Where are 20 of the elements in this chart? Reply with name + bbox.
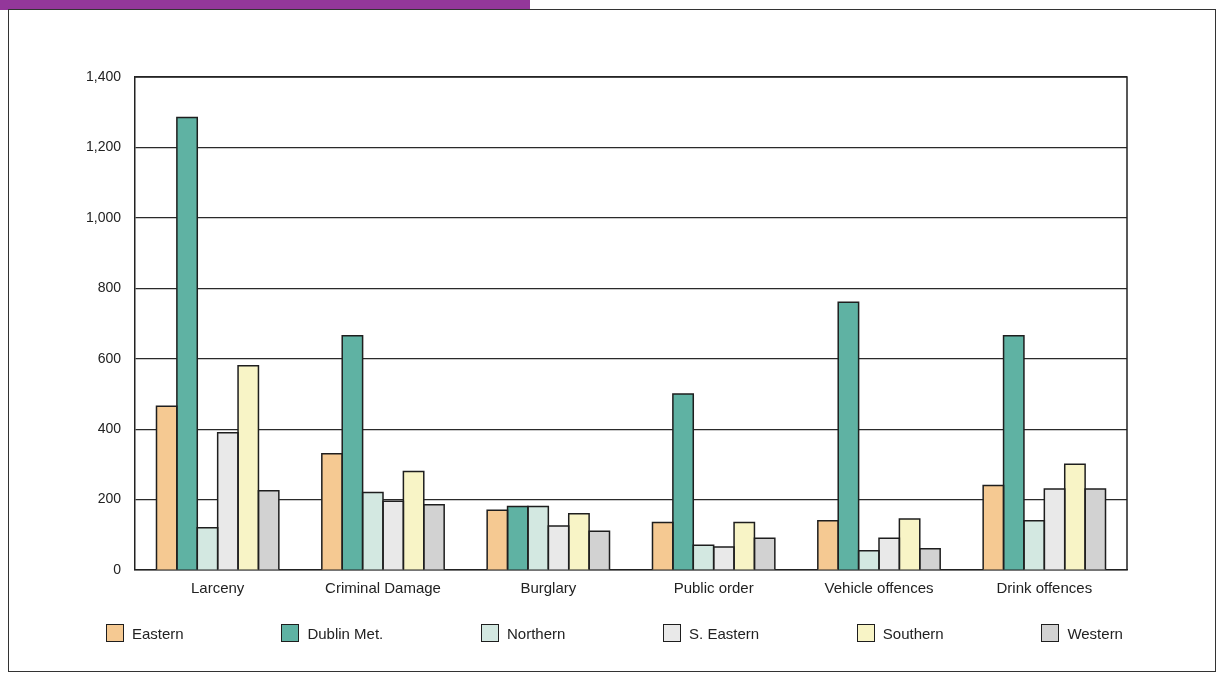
x-tick-label: Criminal Damage: [325, 579, 441, 597]
legend-label: Western: [1067, 624, 1123, 642]
y-tick-label: 1,400: [85, 67, 122, 84]
y-tick-label: 400: [97, 420, 122, 436]
legend-label: S. Eastern: [689, 624, 760, 642]
legend-label: Dublin Met.: [307, 624, 384, 642]
y-tick-label: 200: [97, 490, 122, 507]
legend-label: Northern: [506, 624, 566, 642]
x-tick-label: Burglary: [520, 579, 577, 597]
legend-label: Southern: [882, 624, 944, 642]
legend-label: Eastern: [132, 624, 184, 642]
x-tick-label: Larceny: [190, 579, 245, 597]
x-tick-label: Vehicle offences: [824, 579, 934, 597]
x-tick-label: Public order: [673, 579, 754, 597]
y-tick-label: 800: [97, 279, 122, 296]
y-tick-label: 600: [97, 349, 122, 366]
x-tick-label: Drink offences: [996, 579, 1093, 597]
y-tick-label: 1,000: [85, 208, 122, 225]
y-tick-label: 0: [113, 560, 122, 577]
y-tick-label: 1,200: [85, 138, 122, 155]
